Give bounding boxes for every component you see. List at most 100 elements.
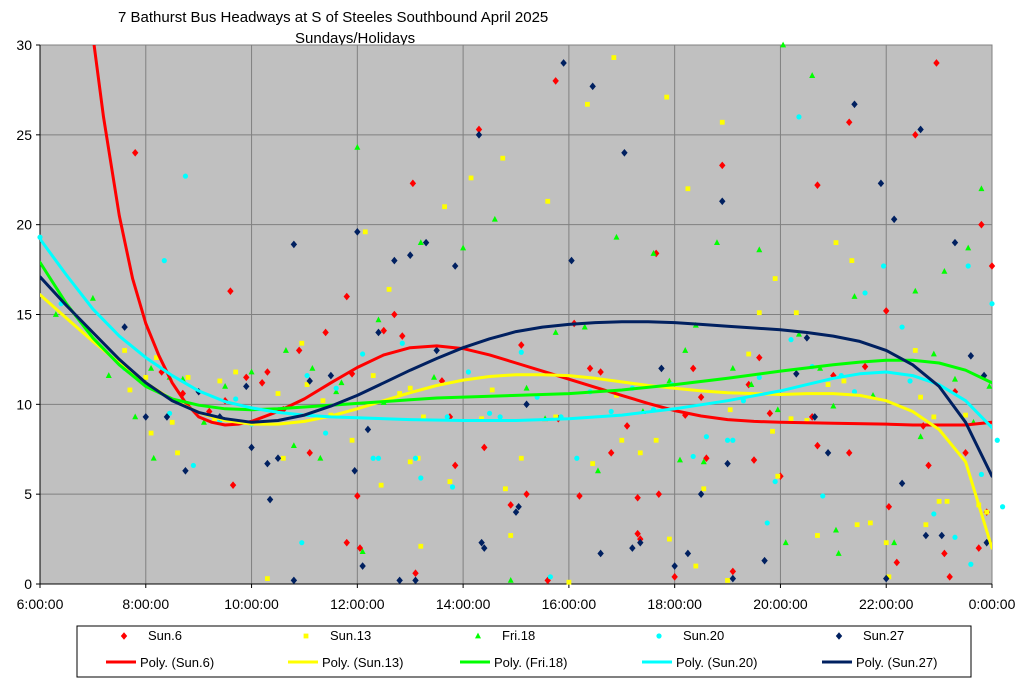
- data-point: [883, 574, 890, 583]
- legend-marker: [656, 633, 662, 639]
- data-point: [166, 410, 173, 416]
- data-point: [608, 449, 615, 457]
- data-point: [796, 114, 802, 120]
- data-point: [282, 347, 289, 353]
- data-point: [833, 240, 839, 246]
- data-point: [523, 400, 530, 409]
- legend-entry: Sun.13: [303, 628, 371, 643]
- data-point: [946, 573, 953, 581]
- data-point: [479, 416, 485, 422]
- data-point: [364, 425, 372, 434]
- data-point: [489, 387, 495, 393]
- data-point: [793, 310, 799, 316]
- legend-marker: [120, 632, 128, 640]
- data-point: [861, 362, 869, 371]
- data-point: [508, 533, 514, 538]
- data-point: [465, 369, 471, 375]
- data-point: [782, 539, 789, 546]
- data-point: [175, 450, 180, 456]
- data-point: [590, 461, 596, 467]
- data-point: [266, 495, 274, 504]
- data-point: [978, 185, 985, 192]
- data-point: [851, 293, 858, 299]
- data-point: [658, 364, 665, 373]
- data-point: [814, 441, 821, 450]
- data-point: [275, 391, 281, 396]
- x-tick-label: 16:00:00: [542, 596, 597, 612]
- data-point: [169, 419, 175, 425]
- data-point: [507, 501, 514, 509]
- data-point: [891, 539, 898, 546]
- data-point: [689, 364, 697, 373]
- data-point: [803, 334, 811, 342]
- data-point: [867, 520, 873, 526]
- data-point: [396, 576, 403, 585]
- data-point: [500, 155, 506, 161]
- data-point: [925, 461, 932, 470]
- data-point: [553, 414, 559, 420]
- data-point: [486, 410, 493, 416]
- data-point: [544, 576, 551, 585]
- data-point: [619, 437, 625, 443]
- data-point: [684, 549, 692, 558]
- data-point: [306, 449, 313, 457]
- data-point: [497, 414, 503, 420]
- data-point: [375, 455, 382, 461]
- data-point: [774, 406, 781, 413]
- data-point: [523, 490, 530, 498]
- data-point: [883, 540, 889, 546]
- legend-label: Poly. (Fri.18): [494, 655, 567, 670]
- data-point: [820, 493, 826, 499]
- data-point: [409, 179, 417, 188]
- data-point: [518, 341, 525, 349]
- data-point: [832, 526, 839, 533]
- data-point: [851, 100, 858, 109]
- data-point: [264, 459, 271, 468]
- data-point: [756, 246, 763, 253]
- data-point: [994, 437, 1000, 443]
- legend-label: Sun.13: [330, 628, 371, 643]
- data-point: [931, 414, 937, 420]
- data-point: [407, 459, 413, 465]
- data-point: [719, 119, 725, 125]
- data-point: [814, 181, 821, 189]
- data-point: [248, 368, 255, 375]
- data-point: [886, 574, 892, 580]
- data-point: [750, 456, 758, 464]
- data-point: [121, 323, 128, 331]
- data-point: [650, 250, 657, 256]
- x-tick-label: 6:00:00: [17, 596, 64, 612]
- data-point: [719, 161, 726, 170]
- data-point: [597, 549, 604, 558]
- data-point: [304, 372, 310, 379]
- data-point: [132, 149, 139, 157]
- legend-label: Sun.27: [863, 628, 904, 643]
- data-point: [724, 459, 731, 468]
- data-point: [890, 215, 898, 224]
- data-point: [182, 173, 189, 179]
- data-point: [825, 382, 831, 387]
- data-point: [967, 352, 975, 360]
- data-point: [290, 442, 297, 449]
- data-point: [614, 392, 619, 398]
- data-point: [468, 175, 474, 181]
- data-point: [637, 450, 643, 456]
- data-point: [290, 576, 298, 585]
- data-point: [772, 276, 778, 281]
- data-point: [766, 409, 774, 418]
- data-point: [248, 443, 255, 452]
- data-point: [700, 458, 707, 465]
- chart-title: 7 Bathurst Bus Headways at S of Steeles …: [118, 9, 548, 26]
- data-point: [386, 286, 392, 292]
- data-point: [333, 388, 340, 395]
- data-point: [338, 379, 345, 386]
- data-point: [309, 365, 316, 371]
- data-point: [317, 454, 324, 461]
- data-point: [153, 355, 159, 361]
- data-point: [703, 454, 710, 463]
- data-point: [378, 482, 384, 488]
- data-point: [671, 573, 678, 581]
- data-point: [229, 481, 237, 489]
- data-point: [323, 430, 329, 436]
- data-point: [182, 467, 189, 475]
